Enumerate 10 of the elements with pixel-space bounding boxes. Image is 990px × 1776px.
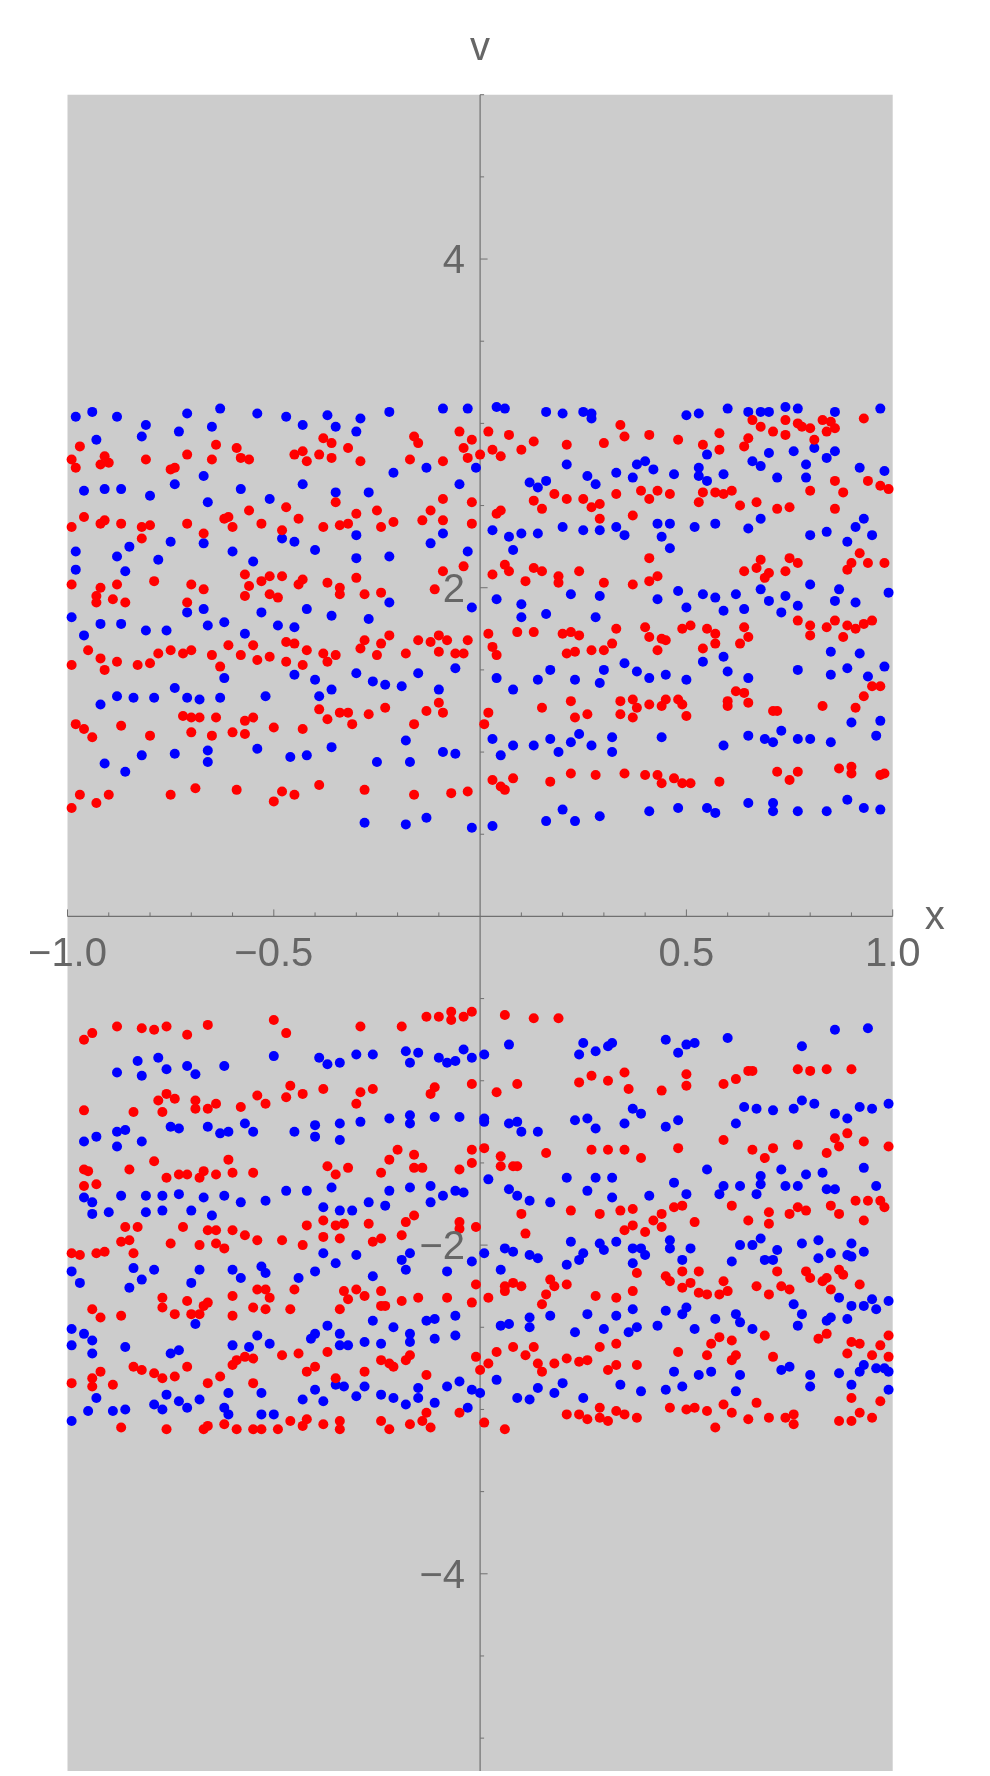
x-tick-label: 1.0 xyxy=(864,930,921,975)
y-tick-label: −4 xyxy=(419,1551,466,1596)
x-axis-title: x xyxy=(924,893,945,938)
x-tick-label: 0.5 xyxy=(658,930,715,975)
y-tick-label: 2 xyxy=(442,565,466,610)
x-tick-label: −0.5 xyxy=(234,930,314,975)
y-tick-label: 4 xyxy=(442,237,466,282)
y-tick-label: −2 xyxy=(419,1223,466,1268)
y-axis-title: v xyxy=(470,23,491,68)
x-tick-label: −1.0 xyxy=(28,930,107,975)
